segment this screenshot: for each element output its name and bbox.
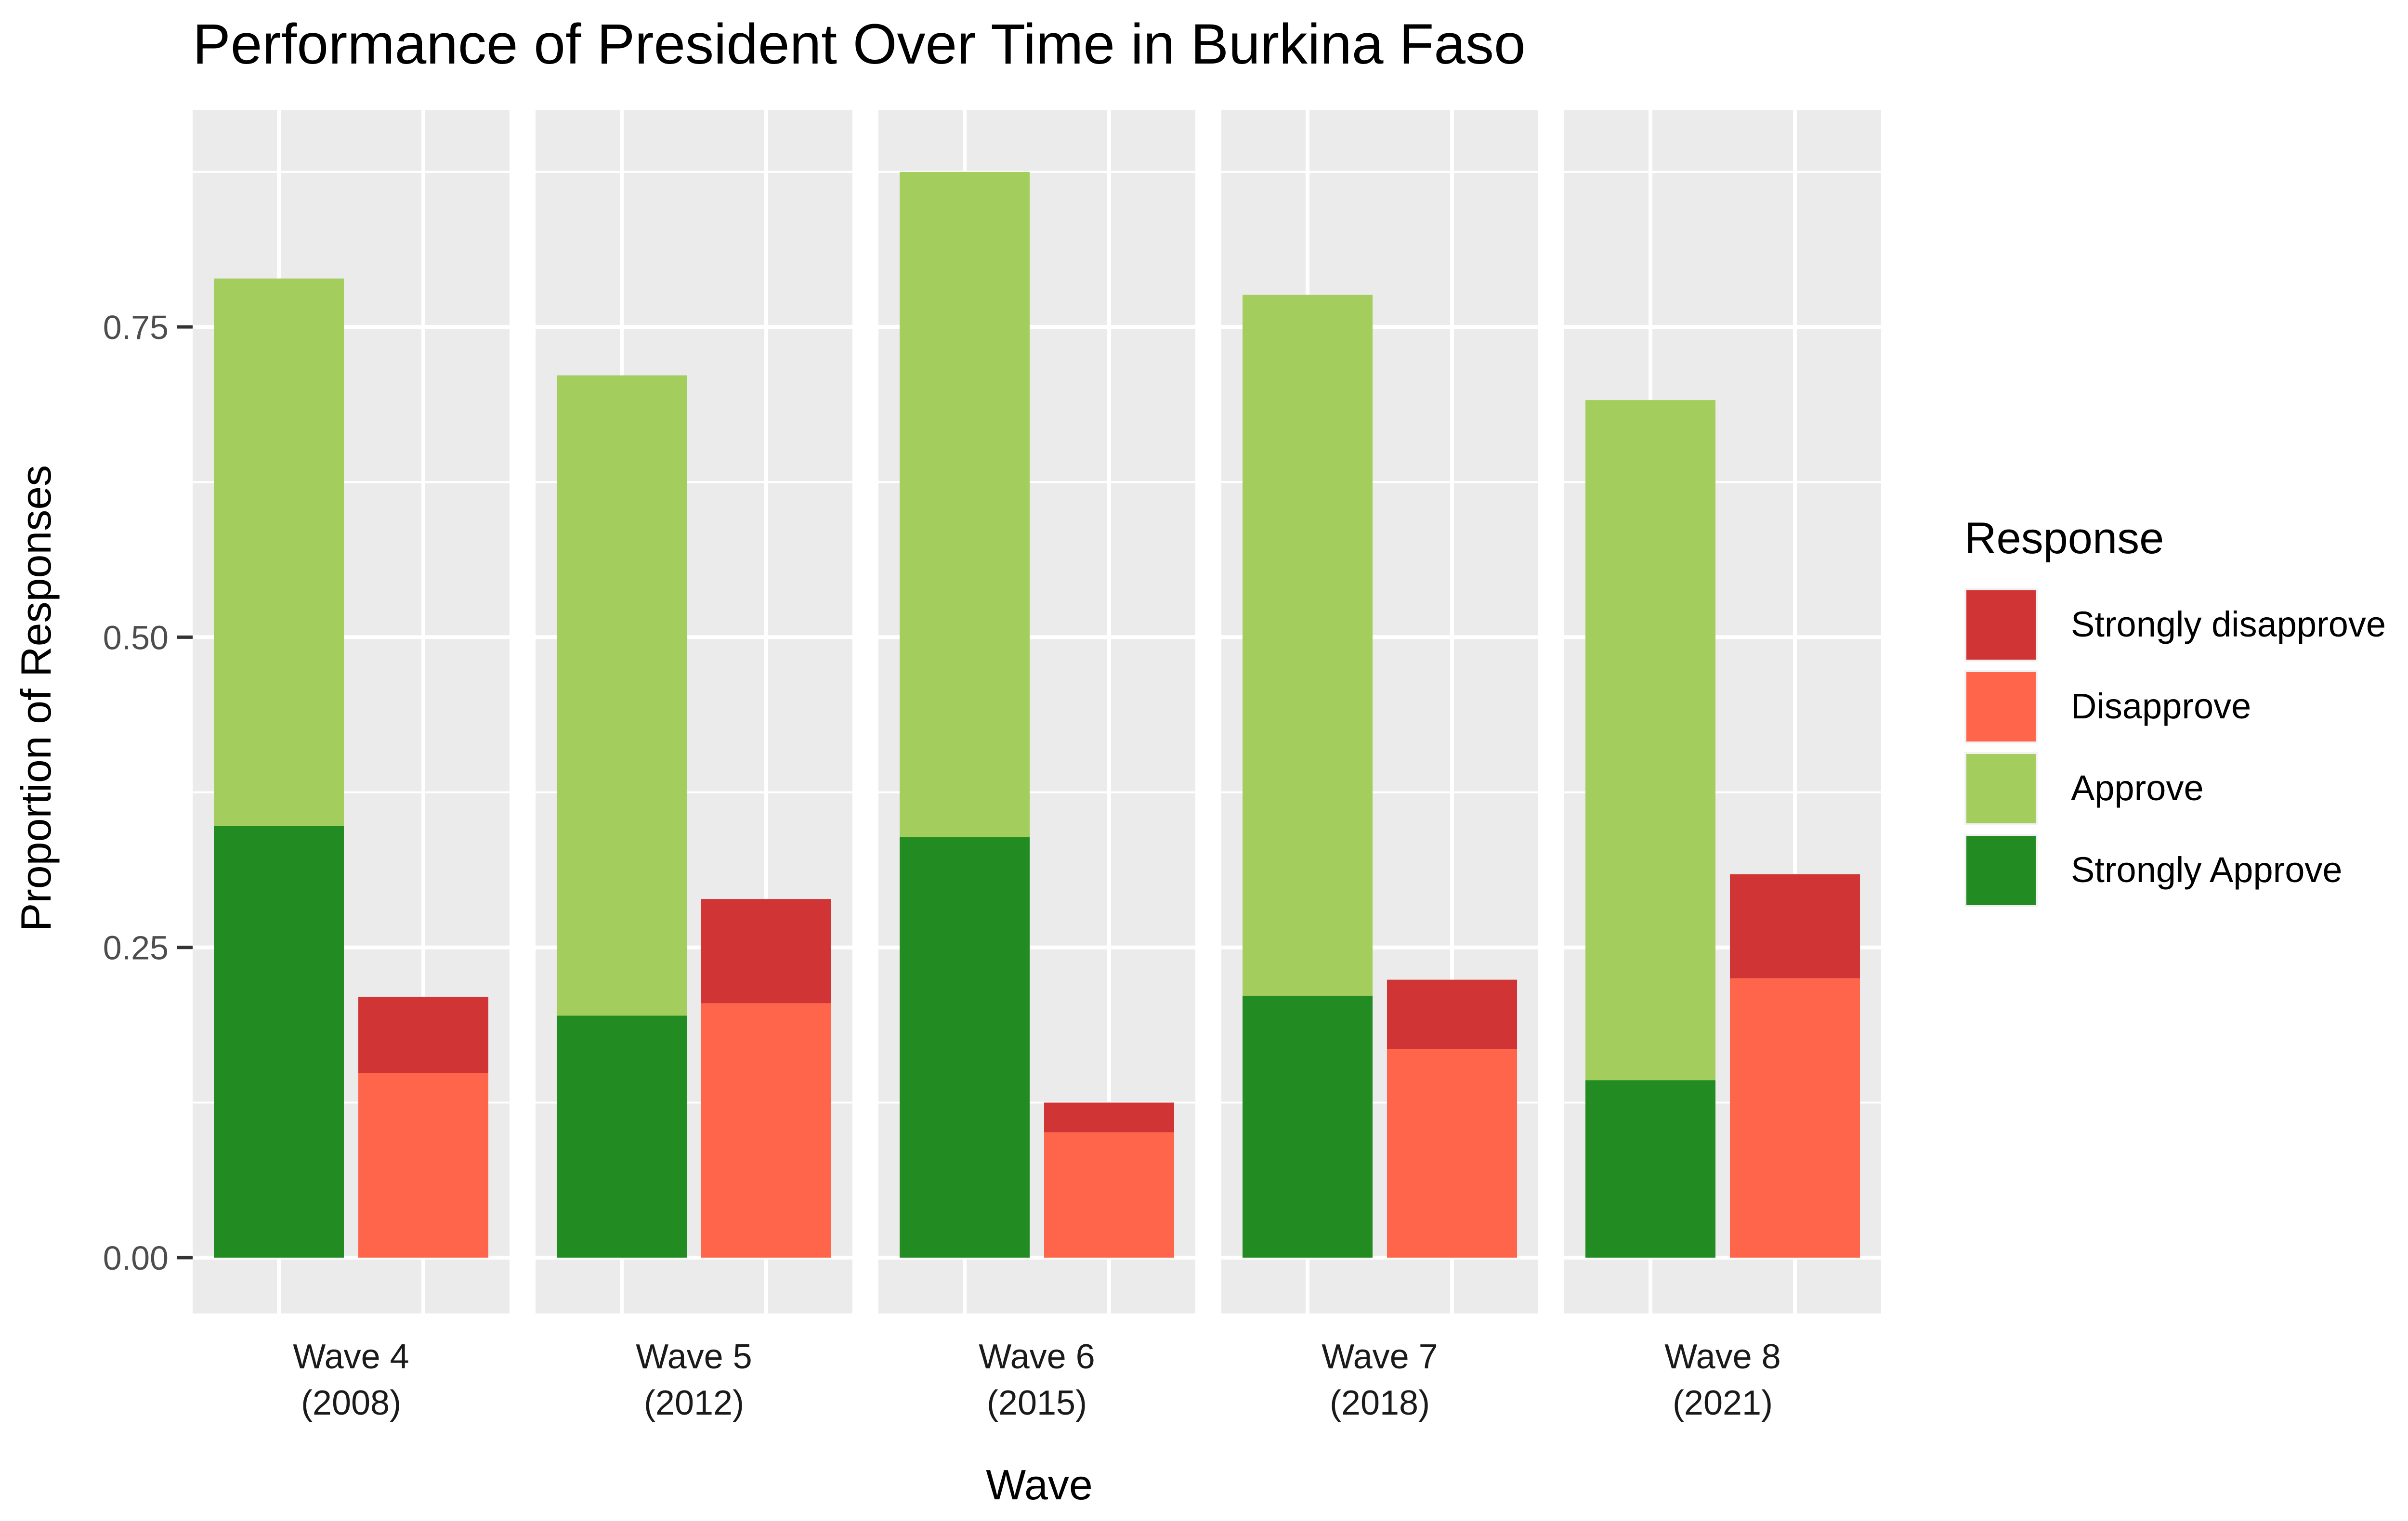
y-tick-label: 0.75 [103,309,169,346]
y-axis: 0.00 0.25 0.50 0.75 [103,309,193,1277]
bar-strongly-approve [900,837,1030,1258]
bar-strongly-approve [1585,1080,1715,1258]
bar-disapprove [1044,1132,1174,1258]
x-tick-label-year: (2012) [644,1384,744,1422]
bar-approve [557,375,687,1016]
bar-strongly-approve [214,826,344,1258]
bar-strongly-disapprove [701,899,831,1003]
legend-label: Strongly Approve [2071,850,2343,890]
legend-swatch [1966,672,2036,741]
facet-panel: Wave 8 (2021) [1564,110,1881,1422]
chart-title: Performance of President Over Time in Bu… [193,13,1526,76]
x-axis-title: Wave [986,1461,1093,1508]
x-tick-label-wave: Wave 8 [1664,1338,1780,1376]
x-tick-label-year: (2021) [1673,1384,1773,1422]
bar-strongly-disapprove [1730,874,1860,979]
x-tick-label-year: (2018) [1330,1384,1430,1422]
x-tick-label-year: (2015) [987,1384,1087,1422]
facet-panel: Wave 7 (2018) [1221,110,1538,1422]
bar-approve [214,278,344,826]
bar-disapprove [1387,1049,1517,1258]
legend-title: Response [1964,514,2164,563]
facet-panel: Wave 5 (2012) [536,110,852,1422]
bar-strongly-disapprove [1044,1102,1174,1132]
facet-panel: Wave 4 (2008) [193,110,510,1422]
y-tick-label: 0.25 [103,929,169,967]
legend: Response Strongly disapprove Disapprove Ap… [1964,514,2386,907]
y-axis-title: Proportion of Responses [12,465,60,932]
bar-strongly-disapprove [358,997,488,1073]
bar-strongly-approve [1243,996,1373,1258]
legend-label: Disapprove [2071,686,2251,726]
legend-label: Strongly disapprove [2071,604,2386,644]
legend-label: Approve [2071,768,2204,808]
facet-panel: Wave 6 (2015) [878,110,1195,1422]
x-tick-label-wave: Wave 5 [636,1338,752,1376]
bar-disapprove [358,1073,488,1258]
y-tick-label: 0.00 [103,1239,169,1277]
bar-approve [1243,295,1373,996]
bar-approve [1585,400,1715,1080]
x-tick-label-year: (2008) [301,1384,401,1422]
legend-swatch [1966,590,2036,660]
bar-disapprove [1730,978,1860,1258]
bar-strongly-approve [557,1015,687,1258]
legend-swatch [1966,836,2036,905]
y-tick-label: 0.50 [103,619,169,656]
x-tick-label-wave: Wave 7 [1322,1338,1438,1376]
facet-panels: Wave 4(2008)Wave 5(2012)Wave 6(2015)Wave… [193,110,1881,1422]
x-tick-label-wave: Wave 4 [293,1338,409,1376]
x-tick-label-wave: Wave 6 [979,1338,1095,1376]
legend-swatch [1966,754,2036,823]
bar-strongly-disapprove [1387,979,1517,1050]
bar-disapprove [701,1003,831,1258]
bar-approve [900,171,1030,837]
